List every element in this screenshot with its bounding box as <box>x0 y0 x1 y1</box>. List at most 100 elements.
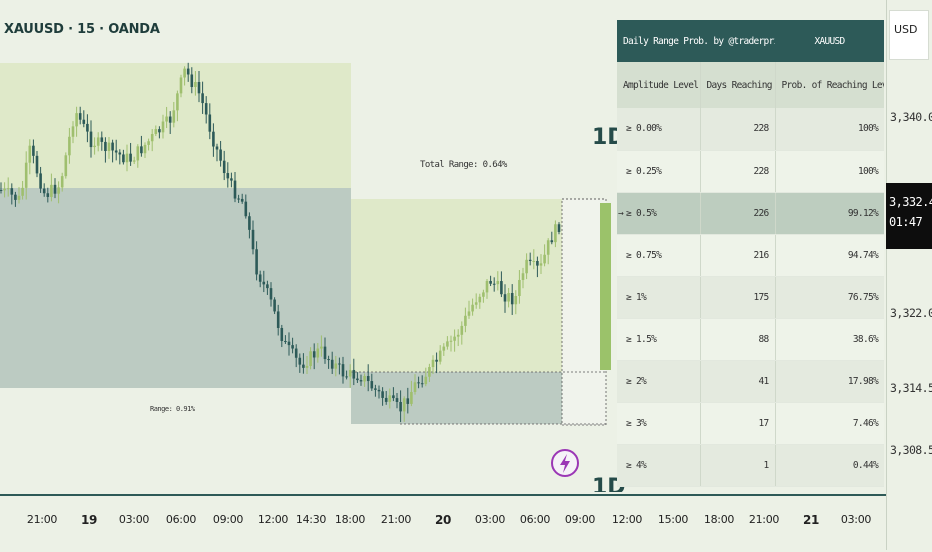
total-range-label: Total Range: 0.64% <box>420 160 507 170</box>
amplitude-level-label: ≥ 1.5% <box>626 333 657 345</box>
candle-body <box>543 254 546 264</box>
candle-body <box>518 279 521 296</box>
price-chart[interactable] <box>0 0 886 494</box>
candle-body <box>356 378 359 381</box>
time-label: 18:00 <box>334 513 366 526</box>
candle-body <box>330 359 334 369</box>
prev-day-range-lower <box>0 188 351 388</box>
candle-body <box>150 134 154 142</box>
candle-body <box>305 365 309 368</box>
candle-body <box>381 391 384 398</box>
days-reaching: 17 <box>700 402 776 445</box>
candle-body <box>428 367 431 377</box>
probability: 17.98% <box>775 360 885 403</box>
symbol-title[interactable]: XAUUSD · 15 · OANDA <box>4 22 160 37</box>
table-row: ≥ 1.5% 88 38.6% <box>617 318 885 361</box>
candle-body <box>78 113 82 120</box>
candle-body <box>320 346 323 349</box>
candle-body <box>352 369 356 379</box>
candle-body <box>0 190 3 191</box>
candle-body <box>194 82 197 88</box>
candle-body <box>140 146 143 154</box>
candle-body <box>525 259 528 274</box>
candle-body <box>269 288 273 300</box>
candle-body <box>46 193 50 197</box>
candle-body <box>370 381 374 389</box>
candle-body <box>460 325 464 335</box>
current-level-marker: → <box>618 207 624 219</box>
amplitude-level-label: ≥ 0.75% <box>626 249 662 261</box>
candle-body <box>240 198 244 202</box>
candle-body <box>237 198 240 200</box>
candle-body <box>42 188 46 194</box>
probability: 94.74% <box>775 234 885 277</box>
amplitude-level-label: ≥ 0.25% <box>626 165 662 177</box>
price-tick: 3,308.500 <box>890 443 932 457</box>
candle-body <box>323 346 327 360</box>
candle-body <box>474 302 478 305</box>
candle-body <box>309 351 312 366</box>
amplitude-level: → ≥ 0.5% <box>617 192 701 235</box>
price-tick: 3,322.000 <box>890 306 932 320</box>
table-symbol: XAUUSD <box>775 20 885 62</box>
candle-body <box>262 281 266 285</box>
candle-body <box>410 391 413 404</box>
table-row: ≥ 0.00% 228 100% <box>617 108 885 151</box>
probability: 0.44% <box>775 444 885 487</box>
amplitude-level-label: ≥ 1% <box>626 291 647 303</box>
time-label: 06:00 <box>519 513 551 526</box>
days-reaching: 1 <box>700 444 776 487</box>
amplitude-level-label: ≥ 0.00% <box>626 123 662 135</box>
table-row: ≥ 3% 17 7.46% <box>617 402 885 445</box>
candle-body <box>554 224 557 243</box>
candle-body <box>453 336 456 341</box>
price-tick: 3,340.000 <box>890 110 932 124</box>
time-axis[interactable] <box>0 494 886 552</box>
table-row: ≥ 0.75% 216 94.74% <box>617 234 885 277</box>
candle-body <box>327 359 330 361</box>
candle-body <box>251 229 255 250</box>
candle-body <box>226 173 230 179</box>
candle-body <box>89 131 93 148</box>
currency-button[interactable]: USD <box>889 10 929 60</box>
candle-body <box>10 188 14 195</box>
candle-body <box>539 263 543 266</box>
amplitude-level-label: ≥ 0.5% <box>626 207 657 219</box>
candle-body <box>492 283 496 285</box>
candle-body <box>125 153 129 163</box>
bar-countdown: 01:47 <box>889 215 923 229</box>
amplitude-level: ≥ 3% <box>617 402 701 445</box>
col-header-days: Days Reaching Level <box>700 62 776 108</box>
candle-body <box>359 380 363 382</box>
days-reaching: 88 <box>700 318 776 361</box>
candle-body <box>204 103 208 115</box>
candle-body <box>485 280 489 293</box>
candle-body <box>100 137 104 142</box>
candle-body <box>165 116 168 122</box>
candle-body <box>21 187 24 196</box>
candle-body <box>28 145 32 163</box>
candle-body <box>298 357 302 365</box>
candle-body <box>24 162 28 188</box>
candle-body <box>96 137 100 146</box>
candle-body <box>57 187 60 194</box>
time-label: 09:00 <box>212 513 244 526</box>
candle-body <box>161 121 165 133</box>
candle-body <box>104 141 107 152</box>
price-axis[interactable] <box>886 0 932 550</box>
time-label: 21:00 <box>380 513 412 526</box>
days-reaching: 226 <box>700 192 776 235</box>
probability: 7.46% <box>775 402 885 445</box>
candle-body <box>417 382 420 384</box>
lightning-icon[interactable] <box>551 449 579 477</box>
candle-body <box>348 369 352 377</box>
candle-body <box>6 188 10 190</box>
candle-body <box>93 145 96 148</box>
candle-body <box>399 401 402 412</box>
candle-body <box>528 259 532 261</box>
candle-body <box>53 184 57 194</box>
candle-body <box>500 281 503 295</box>
probability: 99.12% <box>775 192 885 235</box>
candle-body <box>201 93 204 104</box>
candle-body <box>197 82 201 94</box>
